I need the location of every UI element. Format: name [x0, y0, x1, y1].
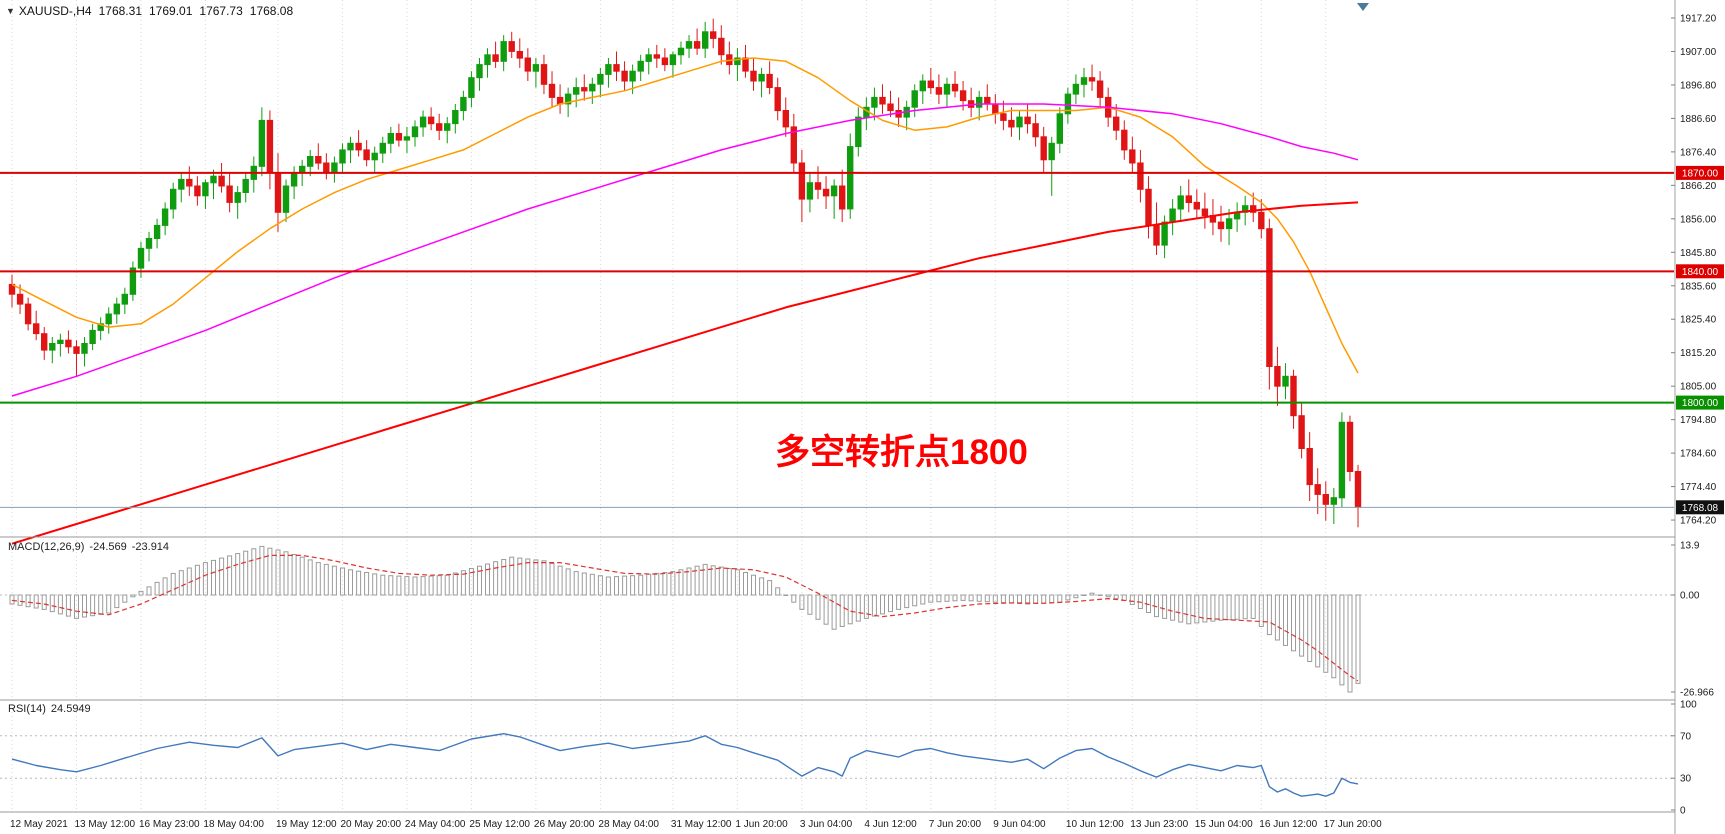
svg-text:19 May 12:00: 19 May 12:00: [276, 819, 337, 830]
svg-text:-26.966: -26.966: [1680, 688, 1714, 699]
panel-separators: [0, 536, 1725, 813]
svg-text:100: 100: [1680, 700, 1697, 711]
horizontal-level-lines: [0, 171, 1674, 404]
svg-text:1774.40: 1774.40: [1680, 482, 1717, 493]
svg-text:10 Jun 12:00: 10 Jun 12:00: [1066, 819, 1124, 830]
svg-text:1870.00: 1870.00: [1682, 168, 1719, 179]
svg-text:1917.20: 1917.20: [1680, 14, 1717, 25]
svg-text:1876.40: 1876.40: [1680, 147, 1717, 158]
moving-average-lines: [11, 57, 1359, 545]
svg-text:7 Jun 20:00: 7 Jun 20:00: [929, 819, 982, 830]
svg-text:20 May 20:00: 20 May 20:00: [341, 819, 402, 830]
svg-text:28 May 04:00: 28 May 04:00: [598, 819, 659, 830]
svg-text:1896.80: 1896.80: [1680, 80, 1717, 91]
time-axis[interactable]: 12 May 2021 13 May 12:00 16 May 23:00 18 Ma…: [10, 819, 1382, 830]
macd-main-value: -24.569: [89, 541, 127, 553]
svg-text:26 May 20:00: 26 May 20:00: [534, 819, 595, 830]
grid-lines: [11, 0, 1327, 812]
symbol-timeframe-label: XAUUSD-,H4: [18, 4, 92, 18]
price-level-tags: 1870.00 1840.00 1800.00 1768.08: [1676, 165, 1724, 515]
svg-text:4 Jun 12:00: 4 Jun 12:00: [864, 819, 917, 830]
svg-text:30: 30: [1680, 774, 1692, 785]
svg-text:25 May 12:00: 25 May 12:00: [469, 819, 530, 830]
chart-text-annotation: 多空转折点1800: [775, 433, 1028, 472]
ohlc-close-value: 1768.08: [249, 4, 294, 18]
price-scale[interactable]: 1917.20 1907.00 1896.80 1886.60 1876.40 1866.…: [1671, 0, 1725, 834]
svg-text:1886.60: 1886.60: [1680, 114, 1717, 125]
ohlc-high-value: 1769.01: [149, 4, 193, 18]
svg-text:1815.20: 1815.20: [1680, 348, 1717, 359]
svg-text:16 May 23:00: 16 May 23:00: [139, 819, 200, 830]
svg-text:3 Jun 04:00: 3 Jun 04:00: [800, 819, 853, 830]
svg-text:24 May 04:00: 24 May 04:00: [405, 819, 466, 830]
macd-signal-value: -23.914: [131, 541, 170, 553]
svg-text:17 Jun 20:00: 17 Jun 20:00: [1324, 819, 1382, 830]
rsi-name: RSI(14): [8, 703, 46, 715]
svg-text:1 Jun 20:00: 1 Jun 20:00: [735, 819, 788, 830]
svg-text:1794.80: 1794.80: [1680, 415, 1717, 426]
svg-text:70: 70: [1680, 731, 1692, 742]
svg-text:13.9: 13.9: [1680, 541, 1700, 552]
svg-text:0: 0: [1680, 806, 1686, 817]
macd-indicator-label: MACD(12,26,9) -24.569 -23.914: [8, 541, 169, 553]
svg-text:1768.08: 1768.08: [1682, 503, 1719, 514]
rsi-value: 24.5949: [50, 703, 91, 715]
ohlc-open-value: 1768.31: [98, 4, 142, 18]
indicator-level-lines: [0, 594, 1674, 779]
svg-text:31 May 12:00: 31 May 12:00: [671, 819, 732, 830]
ohlc-low-value: 1767.73: [199, 4, 243, 18]
svg-text:1764.20: 1764.20: [1680, 516, 1717, 527]
svg-text:9 Jun 04:00: 9 Jun 04:00: [993, 819, 1046, 830]
svg-text:1825.40: 1825.40: [1680, 315, 1717, 326]
one-click-trading-toggle-icon[interactable]: ▼: [6, 6, 15, 16]
svg-text:1907.00: 1907.00: [1680, 47, 1717, 58]
svg-text:1856.00: 1856.00: [1680, 214, 1717, 225]
svg-text:1805.00: 1805.00: [1680, 382, 1717, 393]
chart-shift-marker-icon: [1357, 3, 1369, 11]
candlestick-series: [8, 18, 1362, 528]
svg-text:18 May 04:00: 18 May 04:00: [203, 819, 264, 830]
svg-text:1845.80: 1845.80: [1680, 248, 1717, 259]
svg-text:13 Jun 23:00: 13 Jun 23:00: [1130, 819, 1188, 830]
svg-text:1840.00: 1840.00: [1682, 267, 1719, 278]
svg-text:12 May 2021: 12 May 2021: [10, 819, 68, 830]
rsi-line: [11, 733, 1359, 797]
svg-text:13 May 12:00: 13 May 12:00: [75, 819, 136, 830]
chart-header: ▼ XAUUSD-,H4 1768.31 1769.01 1767.73 1768.08: [6, 4, 300, 18]
svg-text:1835.60: 1835.60: [1680, 281, 1717, 292]
svg-text:1866.20: 1866.20: [1680, 181, 1717, 192]
svg-text:0.00: 0.00: [1680, 591, 1700, 602]
rsi-indicator-label: RSI(14) 24.5949: [8, 703, 91, 715]
svg-text:1784.60: 1784.60: [1680, 449, 1717, 460]
svg-text:1800.00: 1800.00: [1682, 398, 1719, 409]
svg-text:15 Jun 04:00: 15 Jun 04:00: [1195, 819, 1253, 830]
macd-name: MACD(12,26,9): [8, 541, 85, 553]
svg-text:16 Jun 12:00: 16 Jun 12:00: [1259, 819, 1317, 830]
